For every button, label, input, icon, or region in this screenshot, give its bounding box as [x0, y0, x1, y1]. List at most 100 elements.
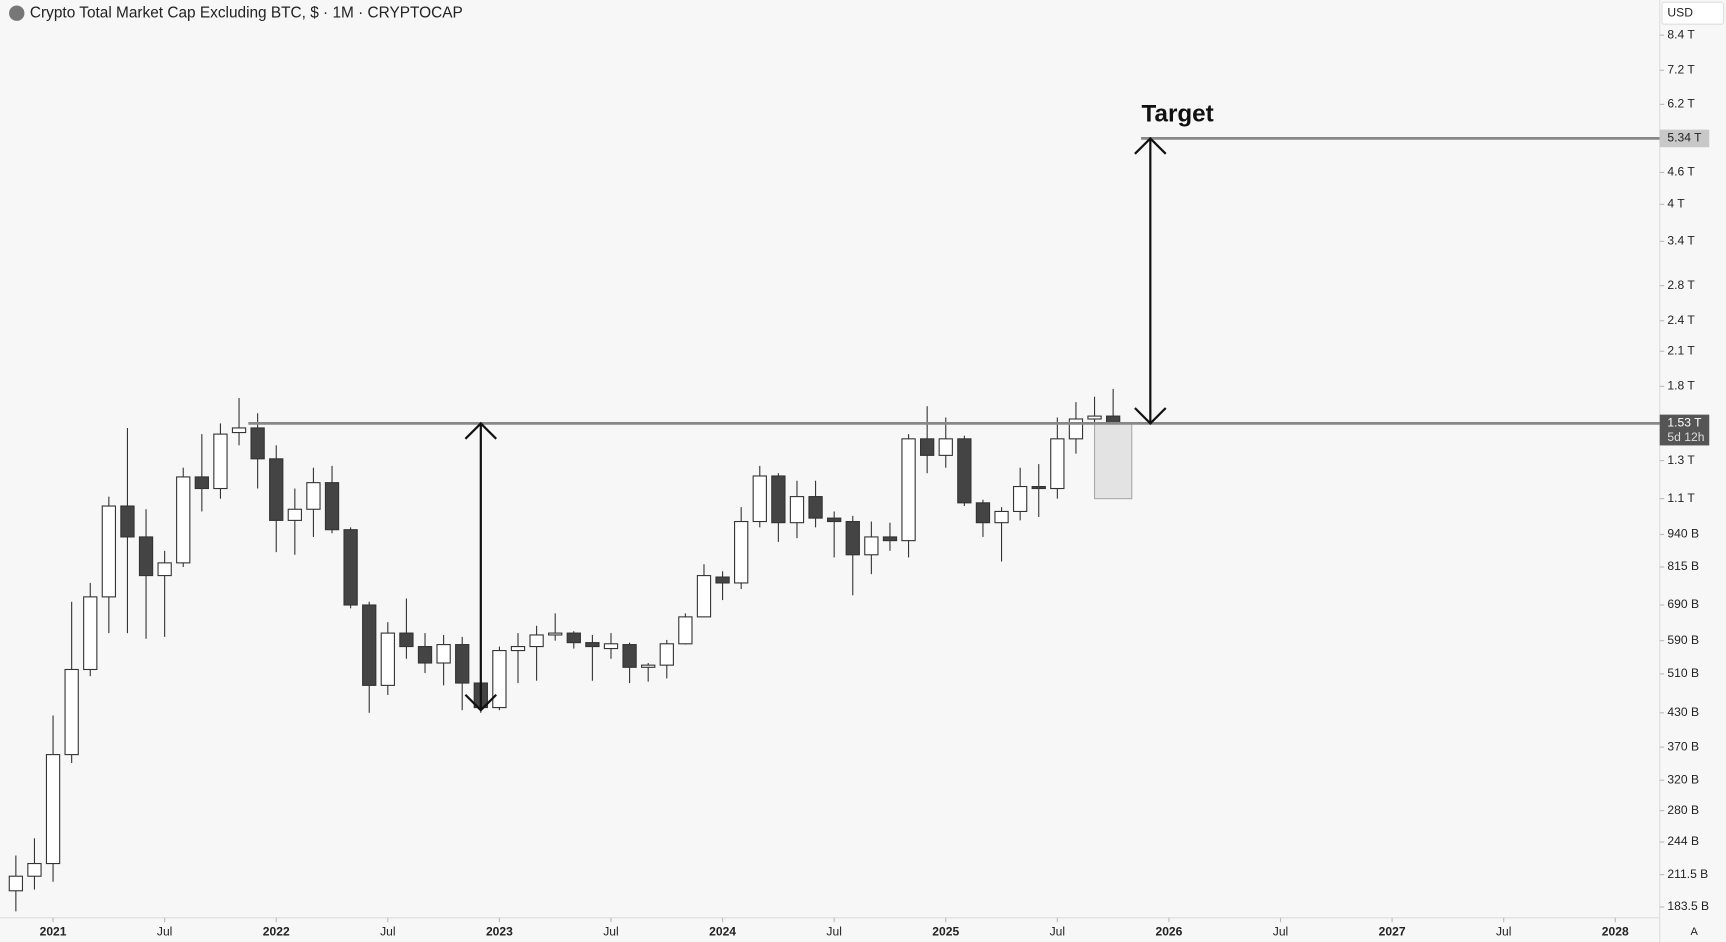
candle-body: [734, 520, 749, 584]
candle-body: [138, 536, 154, 577]
currency-button[interactable]: [1661, 1, 1725, 25]
candle-body: [845, 520, 860, 556]
y-tick-label: 211.5 B: [1667, 867, 1708, 881]
auto-scale-button[interactable]: A: [1691, 926, 1699, 938]
x-tick-label: Jul: [1496, 924, 1511, 938]
y-tick-label: 4.6 T: [1667, 165, 1695, 179]
highlight-box: [1093, 422, 1133, 500]
y-tick-label: 1.3 T: [1667, 453, 1695, 467]
candle-body: [231, 427, 247, 434]
candles: [8, 388, 1121, 912]
candle-body: [1068, 418, 1084, 440]
candle-body: [45, 754, 61, 865]
x-tick-label: 2024: [709, 924, 736, 938]
candle-body: [8, 875, 24, 892]
currency-label[interactable]: USD: [1667, 5, 1693, 19]
y-tick-label: 280 B: [1667, 803, 1699, 817]
x-tick-label: 2021: [40, 924, 67, 938]
y-tick-label: 320 B: [1667, 772, 1699, 786]
y-tick-label: 8.4 T: [1667, 27, 1695, 41]
countdown-label: 5d 12h: [1667, 430, 1704, 444]
y-tick-label: 1.8 T: [1667, 379, 1695, 393]
candle-body: [492, 650, 507, 709]
candle-body: [120, 505, 135, 538]
y-tick-label: 430 B: [1667, 705, 1699, 719]
candle-body: [83, 596, 98, 671]
candle-body: [287, 508, 302, 521]
candle-body: [324, 482, 340, 531]
candle-body: [1031, 485, 1046, 490]
arrow-head: [464, 693, 497, 712]
candle-body: [64, 668, 79, 756]
arrow-head: [1134, 136, 1167, 155]
candle-body: [789, 496, 805, 524]
price-label: 5.34 T: [1667, 131, 1702, 145]
chart-title: Crypto Total Market Cap Excluding BTC, $…: [30, 4, 463, 21]
x-tick-label: 2027: [1379, 924, 1406, 938]
x-tick-label: 2026: [1155, 924, 1182, 938]
candle-body: [455, 644, 470, 684]
candle-body: [306, 482, 321, 510]
candle-body: [715, 576, 730, 584]
arrow-head: [1134, 407, 1167, 425]
candle-body: [27, 862, 42, 877]
x-tick-label: 2025: [932, 924, 959, 938]
candle-body: [176, 476, 191, 564]
candle-body: [362, 604, 377, 686]
candle-body: [250, 427, 265, 460]
candle-body: [343, 529, 358, 606]
candle-body: [827, 517, 842, 523]
y-tick-label: 4 T: [1667, 197, 1685, 211]
y-tick-label: 7.2 T: [1667, 62, 1695, 76]
candle-body: [585, 642, 600, 648]
candle-body: [529, 634, 544, 648]
candle-body: [417, 646, 433, 664]
price-label: 1.53 T: [1667, 416, 1702, 430]
candle-body: [603, 643, 619, 650]
y-tick-label: 3.4 T: [1667, 234, 1695, 248]
symbol-icon: [9, 5, 25, 21]
candle-body: [436, 644, 451, 664]
candle-body: [641, 664, 656, 668]
candle-body: [771, 475, 786, 524]
y-tick-label: 183.5 B: [1667, 899, 1709, 913]
candle-body: [938, 438, 953, 456]
y-tick-label: 244 B: [1667, 834, 1699, 848]
candle-body: [566, 632, 581, 644]
candle-body: [882, 536, 898, 542]
candle-body: [1087, 415, 1102, 420]
x-tick-label: Jul: [380, 924, 395, 938]
candle-body: [548, 632, 563, 636]
x-tick-label: 2023: [486, 924, 513, 938]
y-tick-label: 1.1 T: [1667, 491, 1695, 505]
y-tick-label: 940 B: [1667, 527, 1699, 541]
candle-body: [157, 562, 172, 577]
x-tick-label: Jul: [1050, 924, 1065, 938]
y-tick-label: 510 B: [1667, 666, 1699, 680]
candle-body: [864, 536, 879, 556]
x-tick-label: Jul: [826, 924, 841, 938]
candle-body: [510, 646, 526, 652]
y-tick-label: 2.8 T: [1667, 278, 1695, 292]
price-label-box: [1659, 414, 1710, 446]
x-tick-label: 2022: [263, 924, 290, 938]
annotations: 1.53 T5d 12h 5.34 T Target: [248, 101, 1710, 712]
y-tick-label: 2.4 T: [1667, 313, 1695, 327]
candle-body: [659, 643, 674, 666]
candle-body: [269, 458, 284, 521]
arrow-head: [464, 421, 497, 440]
x-tick-label: Jul: [603, 924, 618, 938]
y-tick-label: 690 B: [1667, 597, 1699, 611]
y-tick-label: 6.2 T: [1667, 97, 1695, 111]
candle-body: [752, 475, 767, 523]
candle-body: [1012, 485, 1028, 512]
candle-body: [975, 502, 991, 524]
target-label: Target: [1142, 101, 1214, 128]
y-tick-label: 815 B: [1667, 559, 1699, 573]
candle-body: [957, 438, 972, 504]
x-tick-label: 2028: [1602, 924, 1629, 938]
candle-body: [920, 438, 935, 456]
candle-body: [994, 510, 1009, 524]
